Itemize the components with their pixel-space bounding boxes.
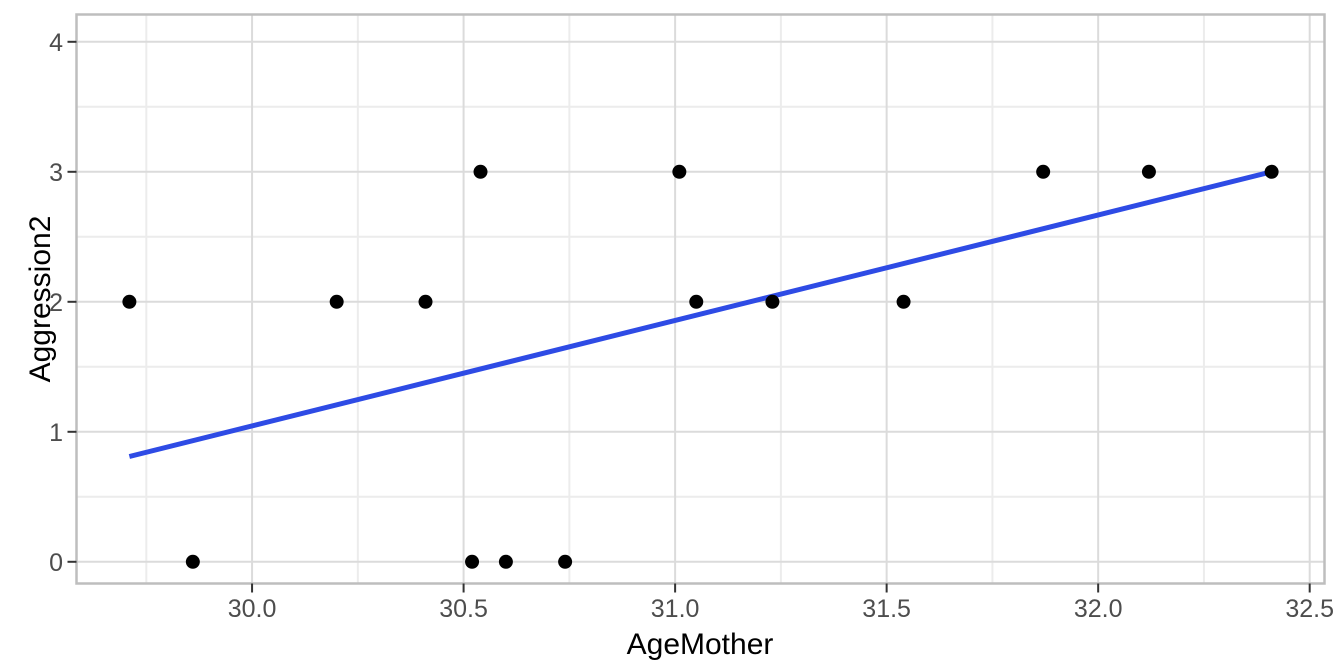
x-tick-label: 32.5 [1285,595,1334,623]
regression-line [128,169,1273,459]
y-axis-title: Aggression2 [24,215,57,383]
data-point [465,554,480,569]
x-tick-label: 31.5 [862,595,911,623]
data-point [672,164,687,179]
data-point [765,294,780,309]
panel-border [75,13,1326,585]
y-tick-label: 3 [49,159,63,187]
y-axis-ticks: 0 1 2 3 4 [49,29,77,577]
y-tick-label: 2 [49,289,63,317]
data-point [896,294,911,309]
x-axis-ticks: 30.0 30.5 31.0 31.5 32.0 32.5 [228,583,1334,623]
y-tick-label: 4 [49,29,63,57]
data-point [1264,164,1279,179]
minor-gridlines [76,14,1325,584]
x-tick-label: 30.0 [228,595,277,623]
y-tick-label: 0 [49,549,63,577]
x-tick-label: 32.0 [1074,595,1123,623]
data-point [1036,164,1051,179]
data-point [329,294,344,309]
data-point [122,294,137,309]
data-point [498,554,513,569]
y-tick-label: 1 [49,419,63,447]
x-tick-label: 30.5 [439,595,488,623]
points-layer [122,164,1279,569]
data-point [473,164,488,179]
data-point [1141,164,1156,179]
data-point [558,554,573,569]
data-point [185,554,200,569]
data-point [418,294,433,309]
data-point [689,294,704,309]
x-tick-label: 31.0 [651,595,700,623]
x-axis-title: AgeMother [626,628,774,661]
